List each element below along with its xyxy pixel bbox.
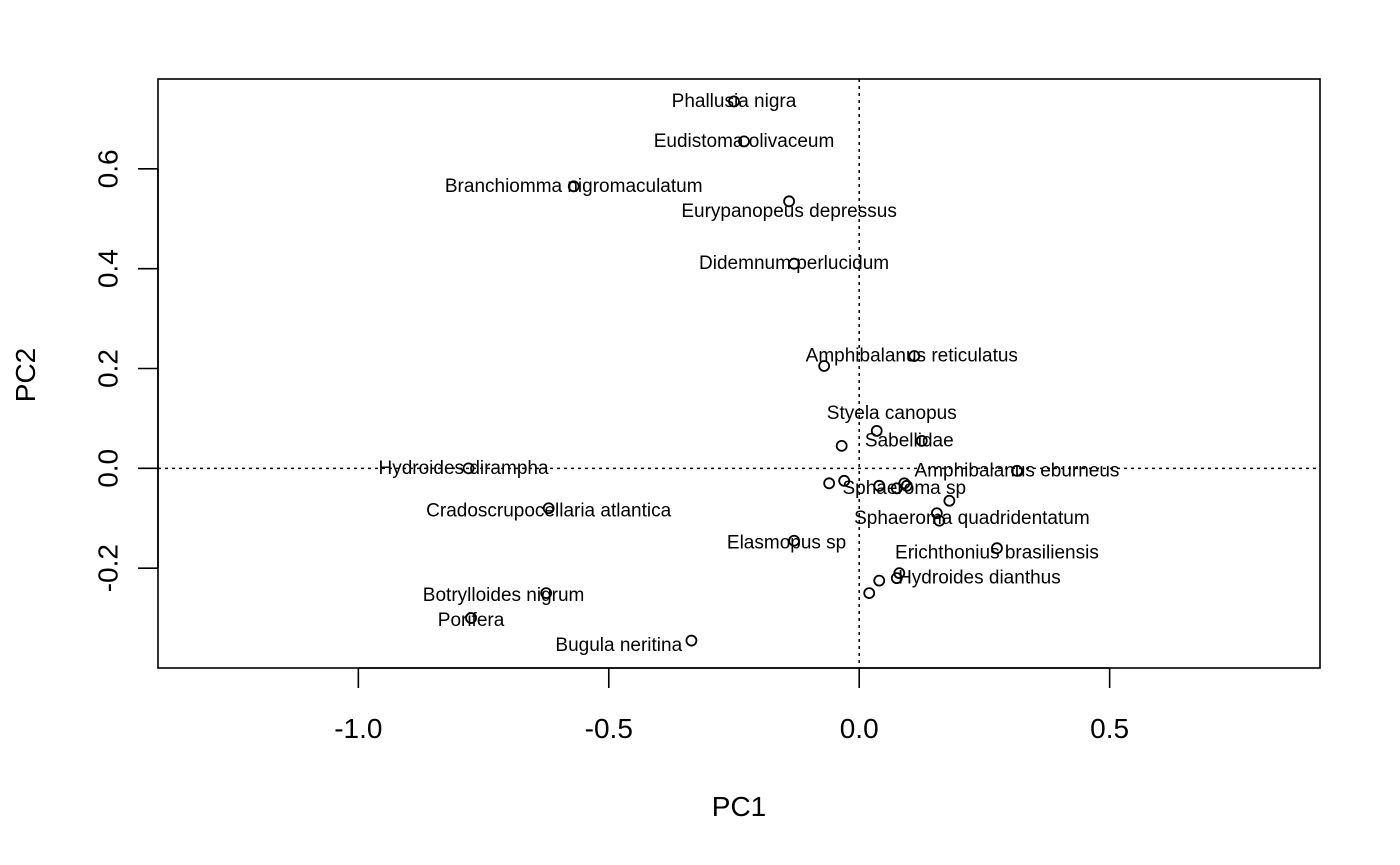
data-point — [835, 439, 848, 452]
data-point — [728, 95, 740, 108]
data-point — [542, 502, 555, 515]
x-tick-label: -1.0 — [334, 713, 382, 744]
reference-lines — [158, 79, 1320, 668]
x-axis-title: PC1 — [712, 791, 766, 822]
data-point — [900, 479, 913, 492]
point-label: Botrylloides nigrum — [423, 585, 585, 606]
data-point — [943, 494, 956, 507]
data-point — [462, 462, 475, 475]
data-point — [788, 257, 800, 270]
point-label: Bugula neritina — [555, 635, 682, 656]
data-point — [465, 612, 477, 624]
data-point — [788, 534, 800, 547]
point-label: Branchiomma nigromaculatum — [445, 176, 703, 197]
y-axis-title: PC2 — [10, 348, 41, 402]
data-point — [908, 350, 921, 362]
point-label: Sphaeroma quadridentatum — [854, 508, 1090, 529]
point-label: Cradoscrupocellaria atlantica — [426, 500, 671, 521]
point-label: Amphibalanus reticulatus — [806, 346, 1018, 367]
y-tick-label: 0.4 — [93, 249, 124, 288]
point-label: Phallusia nigra — [672, 91, 797, 112]
point-label: Elasmopus sp — [727, 533, 846, 554]
data-point — [933, 514, 946, 527]
point-labels: Phallusia nigra Eudistoma olivaceum Branch… — [379, 91, 1120, 656]
data-point — [1011, 464, 1023, 477]
data-point — [991, 542, 1003, 555]
data-point — [870, 425, 883, 437]
y-axis: -0.2 0.0 0.2 0.4 0.6 — [93, 149, 159, 592]
point-label: Erichthonius brasiliensis — [895, 543, 1099, 564]
point-label: Eurypanopeus depressus — [681, 201, 896, 222]
point-label: Eudistoma olivaceum — [654, 131, 835, 152]
data-point — [873, 479, 886, 492]
data-point — [863, 587, 876, 600]
plot-box — [157, 78, 1321, 669]
data-point — [818, 360, 831, 372]
data-point — [890, 572, 903, 585]
data-points — [462, 95, 1023, 647]
y-tick-label: 0.6 — [93, 149, 124, 188]
point-label: Hydroides dirampha — [379, 458, 549, 479]
data-point — [685, 634, 698, 647]
data-point — [540, 587, 553, 600]
x-tick-label: 0.5 — [1090, 713, 1129, 744]
point-label: Styela canopus — [827, 403, 957, 424]
y-tick-label: 0.0 — [93, 449, 124, 488]
point-label: Porifera — [438, 610, 505, 631]
data-point — [873, 574, 886, 587]
data-point — [930, 507, 943, 520]
x-axis: -1.0 -0.5 0.0 0.5 — [334, 667, 1129, 744]
x-tick-label: -0.5 — [585, 713, 633, 744]
data-point — [823, 477, 836, 490]
y-tick-label: 0.2 — [93, 349, 124, 388]
point-label: Hydroides dianthus — [898, 568, 1061, 589]
data-point — [915, 434, 928, 447]
data-point — [738, 135, 750, 148]
data-point — [567, 180, 580, 193]
data-point — [838, 474, 851, 487]
point-label: Didemnum perlucidum — [699, 253, 889, 274]
data-point — [783, 195, 795, 208]
point-label: Amphibalanus eburneus — [915, 460, 1120, 481]
point-label: Sphaeroma sp — [842, 478, 966, 499]
y-tick-label: -0.2 — [93, 544, 124, 592]
point-label: Sabellidae — [865, 430, 954, 451]
x-tick-label: 0.0 — [840, 713, 879, 744]
data-point — [898, 477, 911, 490]
